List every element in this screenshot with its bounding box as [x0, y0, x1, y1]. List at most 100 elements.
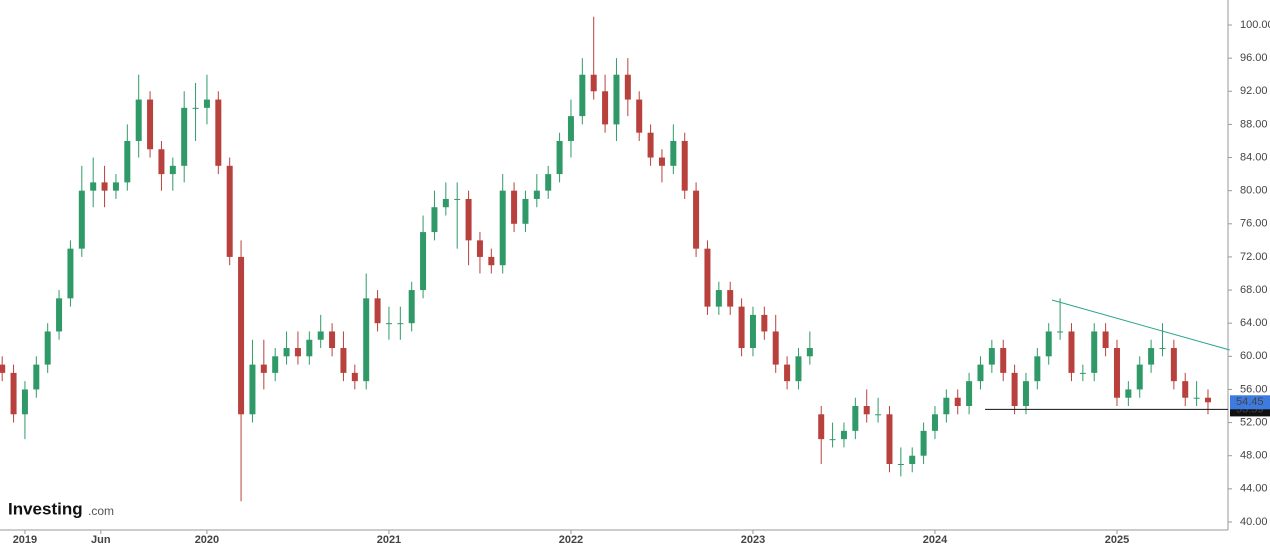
candle-body — [10, 372, 17, 415]
candle-body — [954, 397, 961, 407]
candle-body — [522, 198, 529, 224]
candle-body — [499, 190, 506, 266]
candle-body — [556, 140, 563, 175]
candle-body — [1000, 348, 1007, 373]
candle-body — [44, 331, 51, 365]
candle-body — [147, 99, 154, 150]
candle-body — [1193, 397, 1200, 399]
candle-body — [67, 248, 74, 299]
candle-body — [681, 140, 688, 191]
candle-body — [1113, 348, 1120, 398]
candle-body — [852, 406, 859, 431]
candle-body — [351, 372, 358, 382]
y-tick-label: 88.00 — [1240, 118, 1268, 130]
candle-body — [602, 91, 609, 125]
logo: Investing — [8, 499, 83, 518]
candle-body — [33, 364, 40, 390]
candle-body — [931, 414, 938, 431]
candle-body — [1079, 372, 1086, 374]
candle-body — [1057, 331, 1064, 333]
candle-body — [1068, 331, 1075, 373]
candle-body — [533, 190, 540, 199]
candle-body — [545, 174, 552, 191]
candle-body — [374, 298, 381, 324]
x-tick-label: Jun — [91, 534, 111, 546]
candle-body — [977, 364, 984, 382]
y-tick-label: 72.00 — [1240, 251, 1268, 263]
candle-body — [21, 389, 28, 415]
candle-body — [988, 348, 995, 365]
x-tick-label: 2021 — [377, 534, 401, 546]
candle-body — [238, 256, 245, 415]
candle-body — [420, 232, 427, 291]
y-tick-label: 44.00 — [1240, 483, 1268, 495]
candle-body — [1045, 331, 1052, 357]
candle-body — [943, 397, 950, 415]
trend-line — [1051, 299, 1230, 351]
candle-body — [1159, 348, 1166, 350]
candle-body — [806, 348, 813, 357]
y-tick-label: 52.00 — [1240, 416, 1268, 428]
candle-body — [1091, 331, 1098, 373]
candle-body — [875, 414, 882, 416]
candle-body — [1148, 348, 1155, 365]
candle-body — [101, 182, 108, 191]
y-tick-label: 80.00 — [1240, 185, 1268, 197]
candle-body — [488, 256, 495, 266]
candle-body — [772, 331, 779, 365]
candle-body — [795, 356, 802, 382]
candle-body — [829, 439, 836, 441]
candle-body — [590, 74, 597, 92]
candle-body — [886, 414, 893, 464]
y-tick-label: 76.00 — [1240, 218, 1268, 230]
candle-body — [567, 116, 574, 141]
last-price-label: 54.45 — [1236, 396, 1264, 408]
candle-body — [454, 198, 461, 200]
candle-body — [294, 348, 301, 357]
candle-body — [1204, 397, 1211, 403]
y-tick-label: 48.00 — [1240, 450, 1268, 462]
candle-body — [158, 149, 165, 175]
candle-body — [249, 364, 256, 415]
candle-body — [135, 99, 142, 141]
candle-body — [511, 190, 518, 224]
candle-body — [283, 348, 290, 357]
candle-body — [818, 414, 825, 440]
candle-body — [124, 140, 131, 183]
last-price-tag — [1230, 395, 1270, 410]
candle-body — [397, 323, 404, 325]
candle-body — [749, 314, 756, 349]
candle-body — [192, 107, 199, 109]
candle-body — [1125, 389, 1132, 398]
candle-body — [784, 364, 791, 382]
y-tick-label: 64.00 — [1240, 317, 1268, 329]
candle-body — [56, 298, 63, 332]
candle-body — [0, 364, 6, 373]
candle-body — [226, 165, 233, 257]
candle-body — [863, 406, 870, 415]
candle-body — [704, 248, 711, 307]
candle-body — [476, 240, 483, 257]
candle-body — [647, 132, 654, 158]
candle-body — [317, 331, 324, 340]
candle-body — [465, 198, 472, 241]
candle-body — [1011, 372, 1018, 407]
candle-body — [1170, 348, 1177, 382]
candle-body — [1182, 381, 1189, 398]
candle-body — [636, 99, 643, 133]
candle-body — [431, 207, 438, 233]
candle-body — [658, 157, 665, 166]
y-tick-label: 84.00 — [1240, 151, 1268, 163]
y-tick-label: 68.00 — [1240, 284, 1268, 296]
candle-body — [897, 463, 904, 465]
candle-body — [272, 356, 279, 373]
candle-body — [1034, 356, 1041, 382]
candle-body — [579, 74, 586, 117]
x-tick-label: 2020 — [195, 534, 219, 546]
candle-body — [260, 364, 267, 373]
candle-body — [909, 455, 916, 464]
x-tick-label: 2024 — [923, 534, 948, 546]
candle-body — [727, 290, 734, 307]
candle-body — [90, 182, 97, 191]
